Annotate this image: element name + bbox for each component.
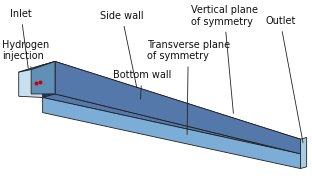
Polygon shape [43, 65, 300, 154]
Polygon shape [31, 61, 55, 94]
Polygon shape [43, 98, 300, 169]
Polygon shape [43, 61, 300, 139]
Text: Hydrogen
injection: Hydrogen injection [2, 40, 50, 86]
Text: Outlet: Outlet [265, 16, 303, 143]
Text: Transverse plane
of symmetry: Transverse plane of symmetry [147, 40, 230, 135]
Polygon shape [43, 94, 300, 154]
Text: Vertical plane
of symmetry: Vertical plane of symmetry [191, 5, 258, 113]
Polygon shape [300, 137, 307, 169]
Polygon shape [19, 65, 43, 98]
Text: Side wall: Side wall [100, 11, 144, 88]
Text: Inlet: Inlet [10, 9, 32, 68]
Text: Bottom wall: Bottom wall [113, 70, 171, 99]
Polygon shape [55, 61, 300, 154]
Polygon shape [19, 61, 55, 72]
